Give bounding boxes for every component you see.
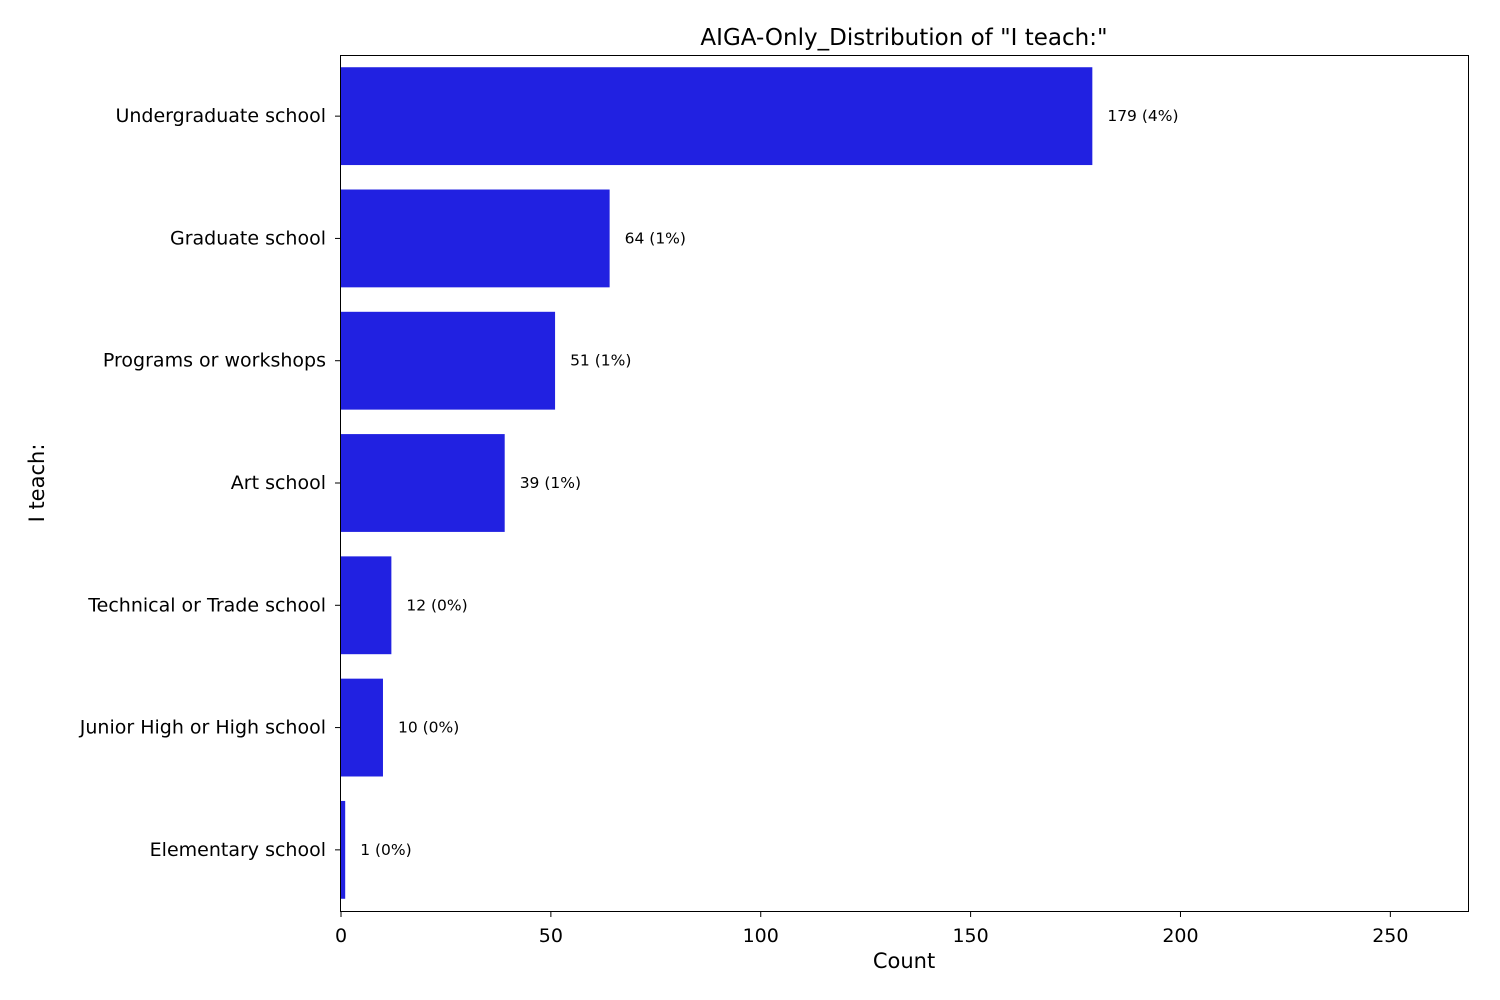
x-tick-label: 150: [952, 925, 988, 947]
bar: [341, 434, 505, 532]
bars: [341, 67, 1093, 899]
x-tick-label: 250: [1372, 925, 1408, 947]
y-tick-label: Graduate school: [170, 227, 326, 249]
bar: [341, 67, 1093, 166]
y-tick-label: Technical or Trade school: [87, 594, 326, 616]
y-tick-label: Elementary school: [150, 839, 326, 861]
bar: [341, 311, 556, 410]
y-tick-label: Undergraduate school: [115, 105, 326, 127]
x-tick-label: 200: [1162, 925, 1198, 947]
bar: [341, 800, 346, 899]
x-tick-label: 0: [335, 925, 347, 947]
data-label: 51 (1%): [570, 352, 631, 370]
y-tick-labels: Undergraduate school Graduate school Progr…: [79, 105, 341, 861]
x-tick-label: 100: [743, 925, 779, 947]
x-axis-label: Count: [873, 949, 935, 973]
y-tick-label: Art school: [231, 472, 326, 494]
chart-title: AIGA-Only_Distribution of "I teach:": [700, 25, 1107, 51]
y-tick-label: Junior High or High school: [79, 717, 326, 739]
bar: [341, 678, 383, 777]
bar: [341, 189, 610, 288]
data-labels: 179 (4%) 64 (1%) 51 (1%) 39 (1%) 12 (0%) 10 (…: [360, 107, 1178, 859]
x-axis-ticks: 0 50 100 150 200 250: [335, 911, 1408, 947]
x-tick-label: 50: [539, 925, 563, 947]
data-label: 64 (1%): [625, 229, 686, 247]
data-label: 10 (0%): [398, 719, 459, 737]
bar: [341, 556, 392, 655]
plot-frame: [340, 55, 1469, 912]
y-axis-label: I teach:: [25, 444, 49, 523]
data-label: 179 (4%): [1107, 107, 1178, 125]
data-label: 39 (1%): [520, 474, 581, 492]
data-label: 12 (0%): [406, 596, 467, 614]
y-tick-label: Programs or workshops: [103, 350, 326, 372]
data-label: 1 (0%): [360, 841, 411, 859]
